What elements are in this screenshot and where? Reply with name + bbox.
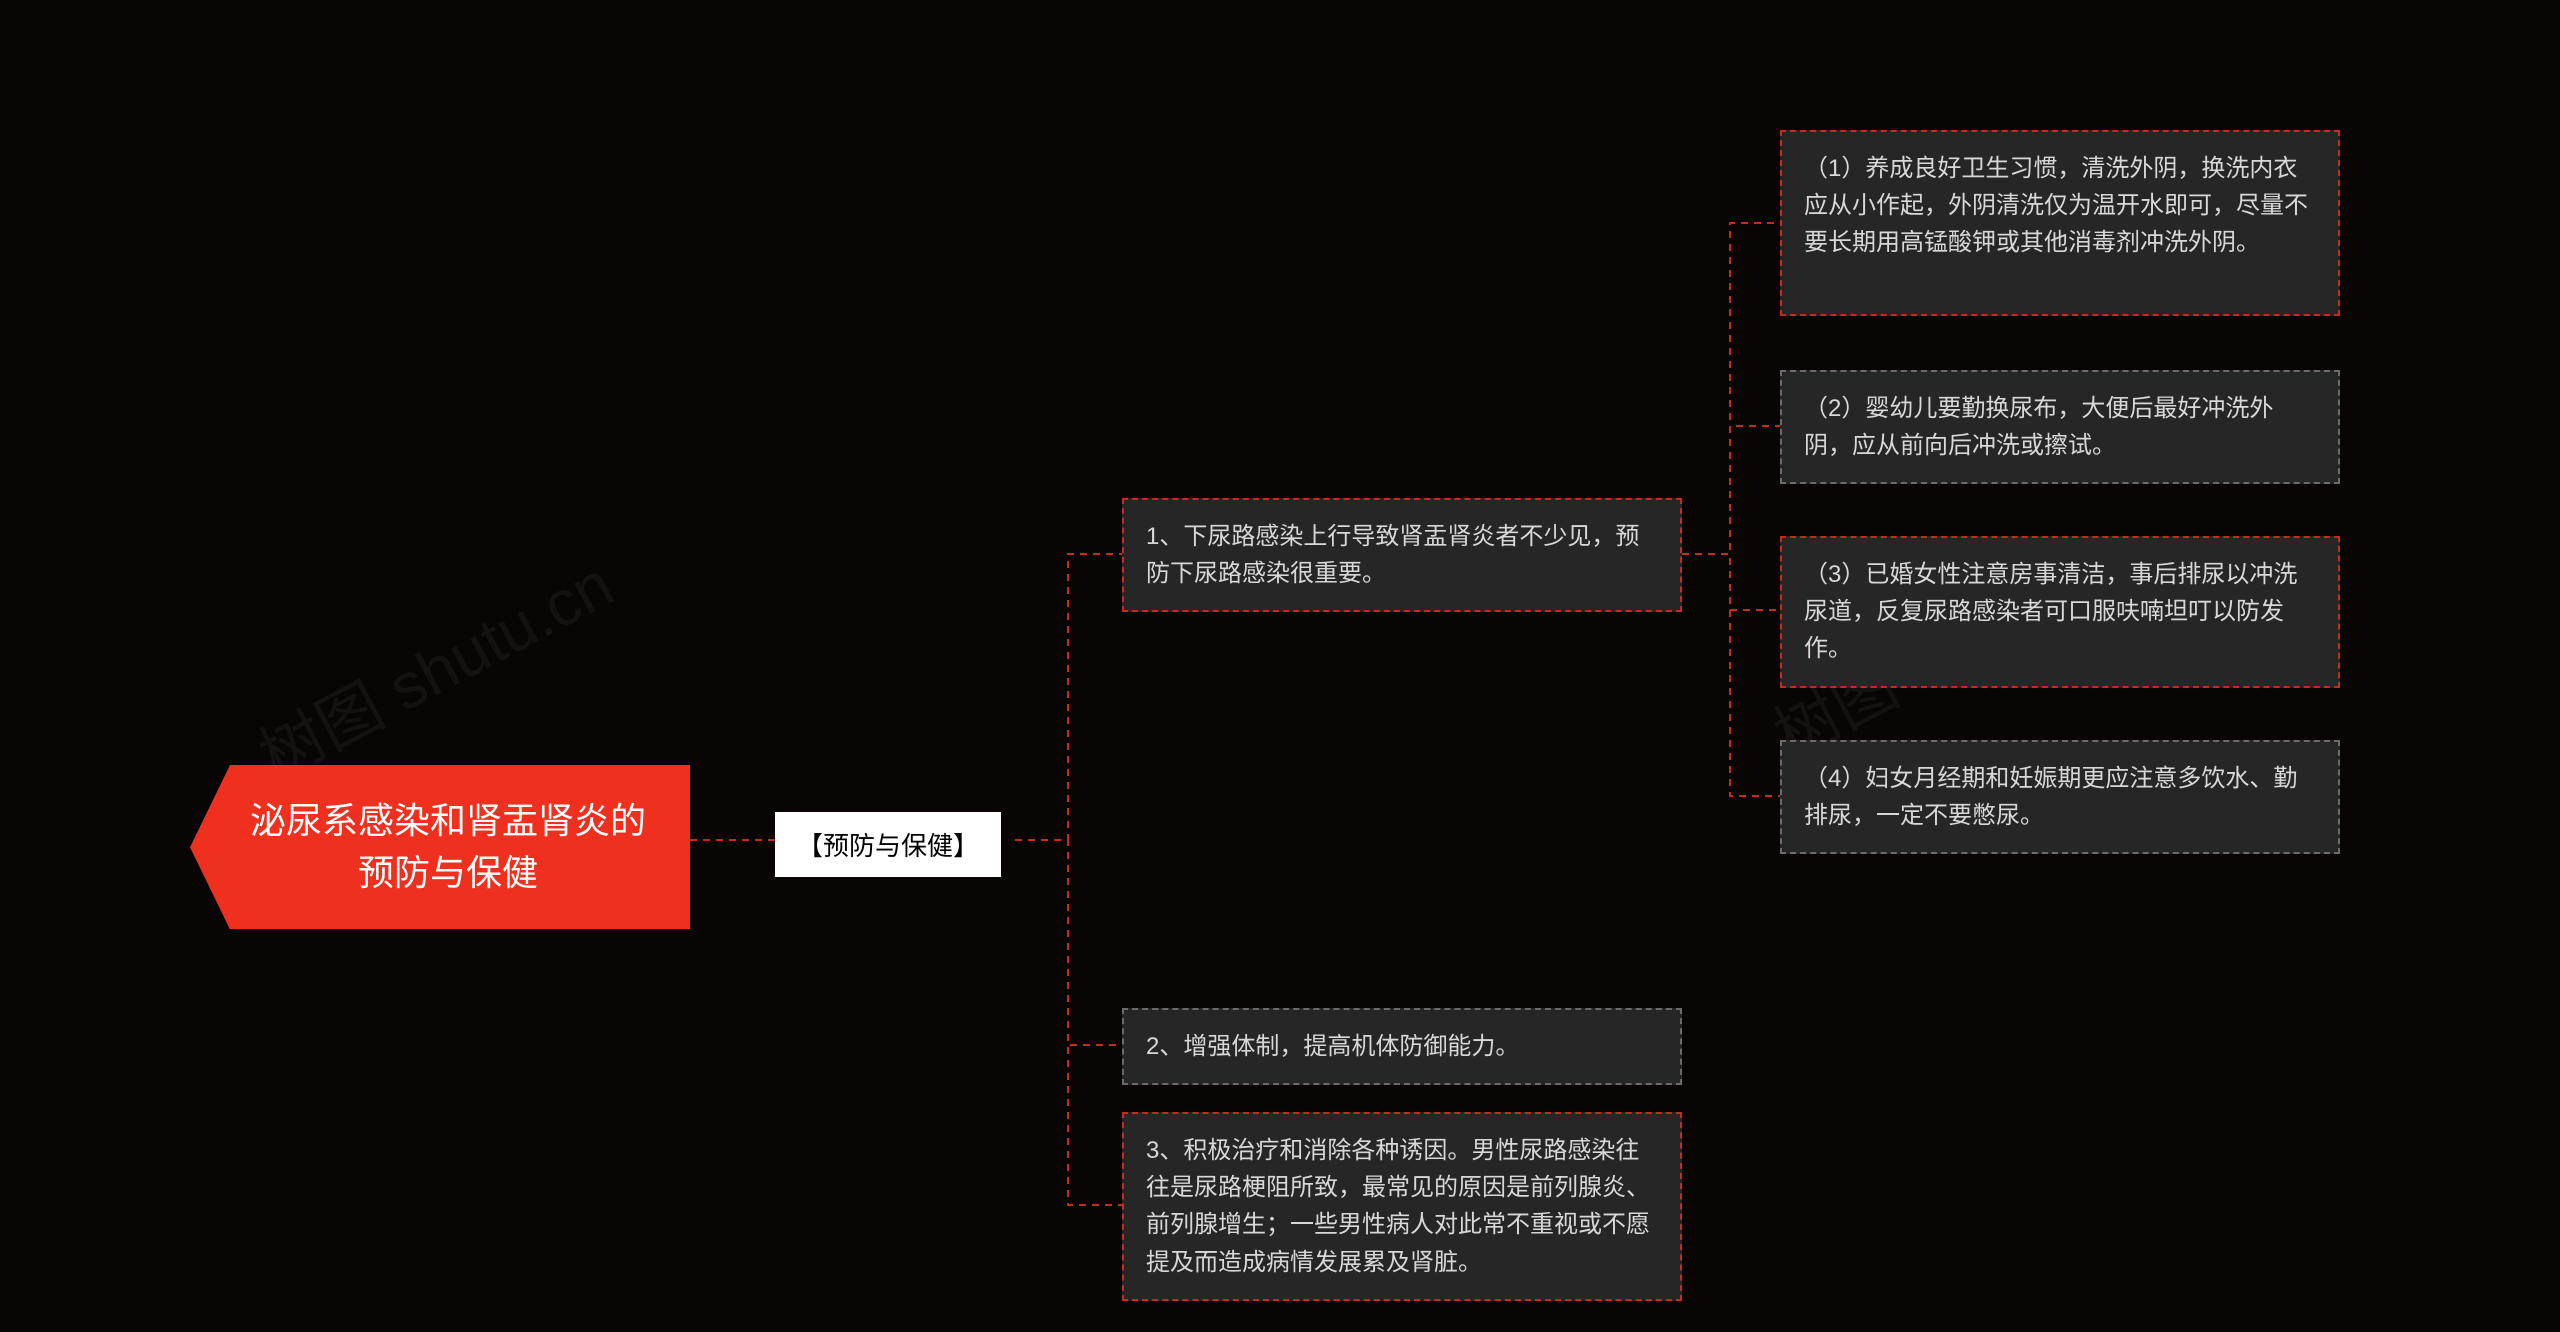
root-node[interactable]: 泌尿系感染和肾盂肾炎的 预防与保健 (190, 765, 690, 929)
level4-node[interactable]: （1）养成良好卫生习惯，清洗外阴，换洗内衣应从小作起，外阴清洗仅为温开水即可，尽… (1780, 130, 2340, 316)
mindmap-canvas: 树图 shutu.cn 树图 泌尿系感染和肾盂肾炎的 预防与保健 【预防与保健】… (0, 0, 2560, 1332)
root-line-2: 预防与保健 (246, 847, 650, 899)
level4-node[interactable]: （2）婴幼儿要勤换尿布，大便后最好冲洗外阴，应从前向后冲洗或擦试。 (1780, 370, 2340, 484)
level3-node[interactable]: 3、积极治疗和消除各种诱因。男性尿路感染往往是尿路梗阻所致，最常见的原因是前列腺… (1122, 1112, 1682, 1301)
level4-node[interactable]: （4）妇女月经期和妊娠期更应注意多饮水、勤排尿，一定不要憋尿。 (1780, 740, 2340, 854)
watermark-1: 树图 shutu.cn (241, 534, 627, 797)
level3-node[interactable]: 1、下尿路感染上行导致肾盂肾炎者不少见，预防下尿路感染很重要。 (1122, 498, 1682, 612)
level3-node[interactable]: 2、增强体制，提高机体防御能力。 (1122, 1008, 1682, 1085)
level4-node[interactable]: （3）已婚女性注意房事清洁，事后排尿以冲洗尿道，反复尿路感染者可口服呋喃坦叮以防… (1780, 536, 2340, 688)
root-line-1: 泌尿系感染和肾盂肾炎的 (246, 795, 650, 847)
sub-node[interactable]: 【预防与保健】 (775, 812, 1001, 877)
